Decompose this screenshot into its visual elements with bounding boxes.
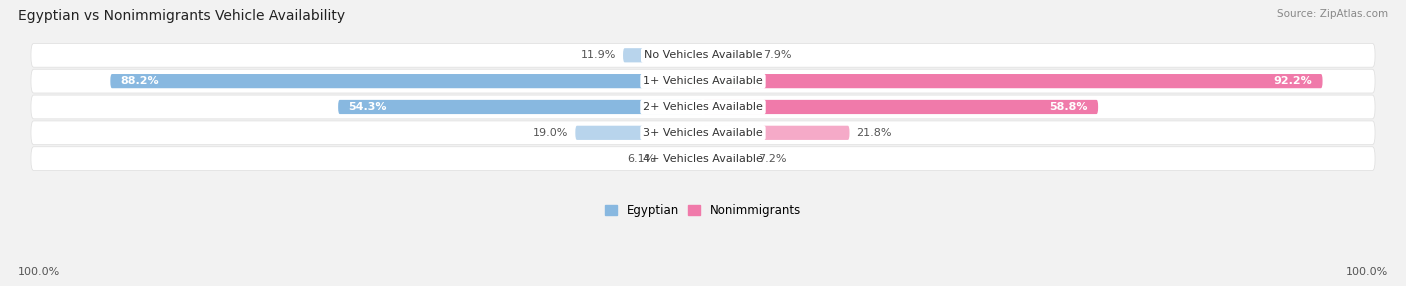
Text: 88.2%: 88.2% [121, 76, 159, 86]
FancyBboxPatch shape [703, 152, 751, 166]
Text: 11.9%: 11.9% [581, 50, 616, 60]
FancyBboxPatch shape [703, 48, 756, 62]
Text: 2+ Vehicles Available: 2+ Vehicles Available [643, 102, 763, 112]
FancyBboxPatch shape [31, 147, 1375, 170]
Text: 58.8%: 58.8% [1049, 102, 1088, 112]
FancyBboxPatch shape [31, 121, 1375, 145]
Text: 3+ Vehicles Available: 3+ Vehicles Available [643, 128, 763, 138]
FancyBboxPatch shape [110, 74, 703, 88]
Text: Egyptian vs Nonimmigrants Vehicle Availability: Egyptian vs Nonimmigrants Vehicle Availa… [18, 9, 346, 23]
Text: 7.2%: 7.2% [758, 154, 786, 164]
FancyBboxPatch shape [662, 152, 703, 166]
FancyBboxPatch shape [575, 126, 703, 140]
FancyBboxPatch shape [703, 74, 1323, 88]
FancyBboxPatch shape [623, 48, 703, 62]
Text: 7.9%: 7.9% [763, 50, 792, 60]
FancyBboxPatch shape [31, 95, 1375, 119]
Text: 21.8%: 21.8% [856, 128, 891, 138]
Text: 6.1%: 6.1% [627, 154, 655, 164]
FancyBboxPatch shape [703, 126, 849, 140]
Text: 1+ Vehicles Available: 1+ Vehicles Available [643, 76, 763, 86]
Text: 100.0%: 100.0% [18, 267, 60, 277]
Text: 100.0%: 100.0% [1346, 267, 1388, 277]
FancyBboxPatch shape [31, 43, 1375, 67]
FancyBboxPatch shape [31, 69, 1375, 93]
Text: 4+ Vehicles Available: 4+ Vehicles Available [643, 154, 763, 164]
FancyBboxPatch shape [337, 100, 703, 114]
Text: No Vehicles Available: No Vehicles Available [644, 50, 762, 60]
FancyBboxPatch shape [703, 100, 1098, 114]
Text: 92.2%: 92.2% [1274, 76, 1312, 86]
Legend: Egyptian, Nonimmigrants: Egyptian, Nonimmigrants [600, 199, 806, 222]
Text: 54.3%: 54.3% [349, 102, 387, 112]
Text: Source: ZipAtlas.com: Source: ZipAtlas.com [1277, 9, 1388, 19]
Text: 19.0%: 19.0% [533, 128, 568, 138]
